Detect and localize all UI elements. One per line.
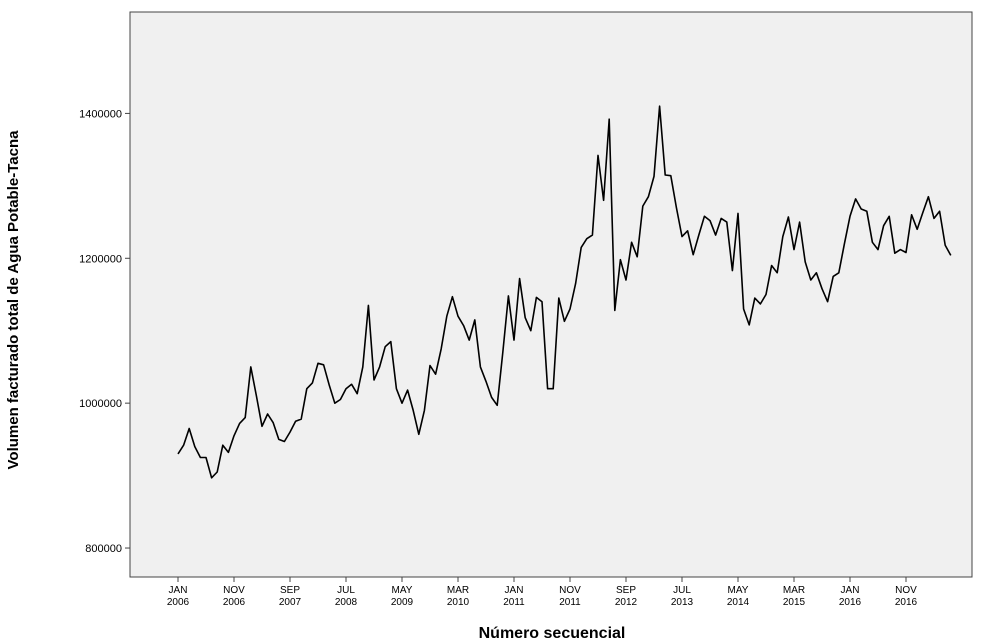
data-line bbox=[177, 105, 952, 479]
x-tick-label: JUL 2008 bbox=[335, 585, 358, 608]
x-tick-label: JAN 2016 bbox=[839, 585, 862, 608]
x-tick-label: MAY 2014 bbox=[727, 585, 750, 608]
x-tick-label: JAN 2006 bbox=[167, 585, 190, 608]
x-tick-label: SEP 2012 bbox=[615, 585, 638, 608]
y-tick-label: 1200000 bbox=[79, 253, 122, 265]
x-tick-label: MAR 2015 bbox=[783, 585, 806, 608]
plot-area bbox=[129, 11, 973, 578]
x-tick-label: JAN 2011 bbox=[503, 585, 525, 608]
x-tick-label: SEP 2007 bbox=[279, 585, 302, 608]
x-tick-label: MAY 2009 bbox=[391, 585, 414, 608]
x-axis-label: Número secuencial bbox=[479, 625, 626, 642]
x-tick-label: JUL 2013 bbox=[671, 585, 694, 608]
y-tick-label: 1000000 bbox=[79, 398, 122, 410]
x-tick-label: NOV 2006 bbox=[223, 585, 246, 608]
y-tick-label: 1400000 bbox=[79, 108, 122, 120]
y-axis-label: Volumen facturado total de Agua Potable-… bbox=[5, 130, 22, 470]
x-tick-label: NOV 2011 bbox=[559, 585, 581, 608]
x-tick-label: MAR 2010 bbox=[447, 585, 470, 608]
y-tick-label: 800000 bbox=[85, 543, 122, 555]
x-tick-label: NOV 2016 bbox=[895, 585, 918, 608]
